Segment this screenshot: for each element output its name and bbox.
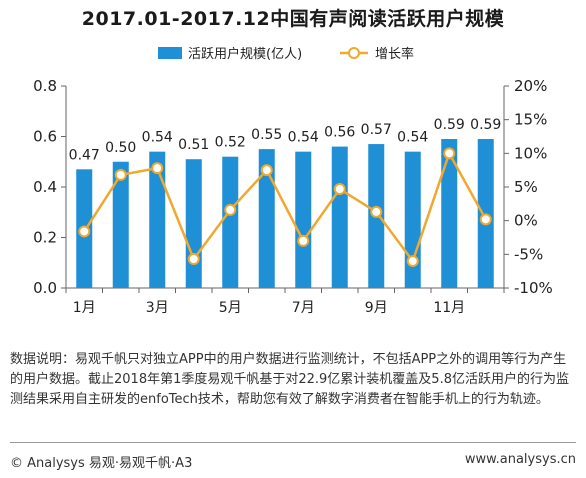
- x-tick-label: 3月: [146, 300, 169, 316]
- legend-marker-line: [348, 47, 360, 59]
- bar-value-label: 0.51: [178, 137, 209, 153]
- y-right-tick-label: 10%: [514, 144, 547, 162]
- bar-value-label: 0.54: [142, 130, 173, 146]
- footer-website[interactable]: www.analysys.cn: [464, 452, 576, 467]
- footer-divider: [10, 442, 576, 443]
- x-tick-label: 7月: [292, 300, 315, 316]
- bar-value-label: 0.55: [251, 127, 282, 143]
- x-tick-label: 11月: [433, 300, 465, 316]
- growth-point: [297, 234, 310, 247]
- growth-point: [151, 162, 164, 175]
- bar: [404, 151, 421, 288]
- y-left-tick-label: 0.2: [33, 229, 57, 247]
- y-right-tick-label: 15%: [514, 111, 547, 129]
- growth-line: [83, 150, 487, 264]
- footer-copyright: © Analysys 易观·易观千帆·A3: [10, 456, 193, 471]
- bar: [149, 151, 166, 288]
- bar: [331, 146, 348, 288]
- y-right-tick-label: 0%: [514, 212, 538, 230]
- x-tick-label: 1月: [73, 300, 96, 316]
- legend-label-line: 增长率: [375, 46, 414, 62]
- combo-chart: 活跃用户规模(亿人) 增长率 0.0 0.2 0.4 0.6 0.8 -10% -5% 0% 5%…: [33, 46, 553, 316]
- bar-value-label: 0.54: [397, 130, 428, 146]
- growth-point: [370, 205, 383, 218]
- growth-point: [479, 213, 492, 226]
- bar: [185, 159, 202, 288]
- bar-value-label: 0.59: [470, 117, 501, 133]
- growth-point: [333, 183, 346, 196]
- growth-point: [224, 203, 237, 216]
- bar: [295, 151, 312, 288]
- y-left-tick-label: 0.0: [33, 279, 57, 297]
- bar-value-label: 0.50: [105, 140, 136, 156]
- growth-point: [78, 225, 91, 238]
- bar-value-label: 0.54: [288, 130, 319, 146]
- bar: [258, 149, 275, 288]
- legend: 活跃用户规模(亿人) 增长率: [158, 46, 414, 62]
- y-right-tick-label: 5%: [514, 178, 538, 196]
- y-right-tick-label: 20%: [514, 77, 547, 95]
- bar: [441, 139, 458, 288]
- y-left-tick-label: 0.8: [33, 77, 57, 95]
- x-tick-label: 9月: [365, 300, 388, 316]
- data-note: 数据说明：易观千帆只对独立APP中的用户数据进行监测统计，不包括APP之外的调用…: [10, 352, 569, 407]
- growth-point: [443, 147, 456, 160]
- y-left-tick-label: 0.4: [33, 178, 57, 196]
- bar-value-label: 0.56: [324, 125, 355, 141]
- bar: [112, 161, 129, 288]
- growth-rate-series: [78, 147, 492, 268]
- bar-value-label: 0.57: [361, 122, 392, 138]
- chart-title: 2017.01-2017.12中国有声阅读活跃用户规模: [81, 8, 505, 30]
- legend-swatch-bar: [158, 47, 182, 59]
- bar-value-label: 0.47: [69, 147, 100, 163]
- bar-value-label: 0.52: [215, 135, 246, 151]
- y-right-tick-label: -10%: [514, 279, 553, 297]
- growth-point: [406, 255, 419, 268]
- y-left-tick-label: 0.6: [33, 128, 57, 146]
- bar-value-label: 0.59: [434, 117, 465, 133]
- x-tick-label: 5月: [219, 300, 242, 316]
- bar-series: [76, 139, 494, 288]
- growth-point: [260, 164, 273, 177]
- bar-value-labels: 0.47 0.50 0.54 0.51 0.52 0.55 0.54 0.56 0.57 0.54…: [69, 117, 502, 163]
- y-right-tick-label: -5%: [514, 245, 543, 263]
- growth-point: [114, 168, 127, 181]
- growth-point: [187, 253, 200, 266]
- axes: 0.0 0.2 0.4 0.6 0.8 -10% -5% 0% 5% 10% 15% 20% 1月 3月 5…: [33, 77, 553, 316]
- bar: [222, 156, 239, 288]
- legend-label-bar: 活跃用户规模(亿人): [188, 46, 302, 62]
